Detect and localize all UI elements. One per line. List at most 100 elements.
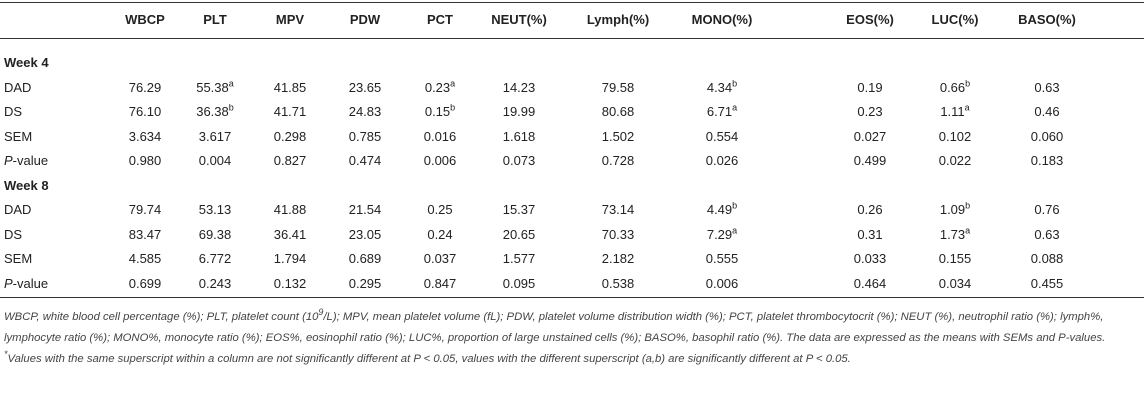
value: 7.29 <box>706 226 733 242</box>
cell-value: 76.29 <box>128 79 162 95</box>
cell-value: 4.585 <box>128 251 162 266</box>
cell-value: 69.38 <box>198 226 232 242</box>
cell-value: 24.83 <box>348 104 382 119</box>
cell-value: 0.183 <box>1030 153 1064 168</box>
superscript: a <box>228 78 234 89</box>
cell-value: 0.63 <box>1034 79 1060 95</box>
cell-value: 76.10 <box>128 104 162 119</box>
cell-value: 6.71a <box>707 102 738 120</box>
cell-value: 3.634 <box>128 128 162 144</box>
cell-value: 1.577 <box>502 251 536 266</box>
cell-value: 14.23 <box>502 79 536 95</box>
cell-value: 0.004 <box>198 153 232 168</box>
column-header: MONO(%) <box>691 12 753 27</box>
superscript: b <box>965 78 971 89</box>
cell-value: 0.455 <box>1030 275 1064 291</box>
value: 1.09 <box>939 202 966 217</box>
cell-value: 0.095 <box>502 275 536 291</box>
row-label: SEM <box>4 251 33 266</box>
cell-value: 7.29a <box>706 225 738 243</box>
cell-value: 1.09b <box>939 200 971 218</box>
cell-value: 55.38a <box>196 78 234 96</box>
row-label: DAD <box>4 79 32 95</box>
cell-value: 1.618 <box>502 128 536 144</box>
cell-value: 0.026 <box>705 153 739 168</box>
column-header: PLT <box>203 12 227 27</box>
value: 0.15 <box>424 104 451 119</box>
column-header: WBCP <box>125 12 165 27</box>
cell-value: 0.63 <box>1034 226 1060 242</box>
cell-value: 0.76 <box>1034 202 1060 217</box>
cell-value: 0.464 <box>853 275 887 291</box>
cell-value: 0.31 <box>857 226 883 242</box>
cell-value: 41.88 <box>273 202 307 217</box>
superscript: b <box>732 78 738 89</box>
cell-value: 0.006 <box>423 153 457 168</box>
cell-value: 0.980 <box>128 153 162 168</box>
cell-value: 0.25 <box>427 202 453 217</box>
bottom-rule <box>0 297 1144 298</box>
cell-value: 1.73a <box>939 225 971 243</box>
superscript: b <box>228 102 234 113</box>
cell-value: 1.502 <box>601 128 635 144</box>
value: 55.38 <box>196 79 229 95</box>
cell-value: 15.37 <box>502 202 536 217</box>
section-title: Week 4 <box>4 55 49 70</box>
cell-value: 70.33 <box>601 226 635 242</box>
superscript: b <box>450 102 456 113</box>
cell-value: 0.554 <box>705 128 739 144</box>
row-label: DS <box>4 104 23 119</box>
row-label: SEM <box>4 128 33 144</box>
cell-value: 23.65 <box>348 79 382 95</box>
top-rule <box>0 2 1144 3</box>
cell-value: 0.295 <box>348 275 382 291</box>
cell-value: 21.54 <box>348 202 382 217</box>
column-header: PCT <box>427 12 453 27</box>
cell-value: 0.689 <box>348 251 382 266</box>
cell-value: 36.41 <box>273 226 307 242</box>
cell-value: 0.037 <box>423 251 457 266</box>
column-header: EOS(%) <box>846 12 894 27</box>
footnote-text: * <box>4 349 8 360</box>
column-header: PDW <box>349 12 381 27</box>
cell-value: 0.728 <box>601 153 635 168</box>
value: 4.49 <box>706 202 733 217</box>
cell-value: 1.11a <box>940 102 970 120</box>
label-text: -value <box>12 275 49 291</box>
cell-value: 2.182 <box>601 251 635 266</box>
cell-value: 19.99 <box>502 104 536 119</box>
superscript: b <box>965 200 971 211</box>
cell-value: 0.46 <box>1034 104 1060 119</box>
superscript: a <box>965 225 971 236</box>
cell-value: 0.66b <box>940 78 971 96</box>
cell-value: 0.15b <box>424 102 456 120</box>
superscript: a <box>732 102 738 113</box>
cell-value: 0.298 <box>273 128 307 144</box>
value: 0.23 <box>424 79 451 95</box>
column-header: LUC(%) <box>931 12 979 27</box>
cell-value: 0.027 <box>853 128 887 144</box>
cell-value: 1.794 <box>273 251 307 266</box>
value: 4.34 <box>706 79 733 95</box>
cell-value: 53.13 <box>198 202 232 217</box>
cell-value: 0.19 <box>857 79 883 95</box>
cell-value: 0.785 <box>348 128 382 144</box>
cell-value: 0.499 <box>853 153 887 168</box>
cell-value: 4.49b <box>706 201 737 218</box>
cell-value: 23.05 <box>348 226 382 242</box>
column-header: BASO(%) <box>1018 12 1076 27</box>
cell-value: 0.827 <box>273 153 307 168</box>
cell-value: 6.772 <box>198 251 232 266</box>
value: 1.73 <box>939 226 966 242</box>
row-label: DAD <box>4 202 32 217</box>
row-label: P-value <box>4 276 48 292</box>
superscript: a <box>964 102 970 113</box>
cell-value: 80.68 <box>601 104 635 119</box>
label-italic: P <box>4 275 13 291</box>
superscript: a <box>732 225 738 236</box>
cell-value: 0.155 <box>938 251 972 266</box>
cell-value: 0.555 <box>705 251 739 266</box>
cell-value: 0.132 <box>273 275 307 291</box>
header-rule <box>0 38 1144 39</box>
